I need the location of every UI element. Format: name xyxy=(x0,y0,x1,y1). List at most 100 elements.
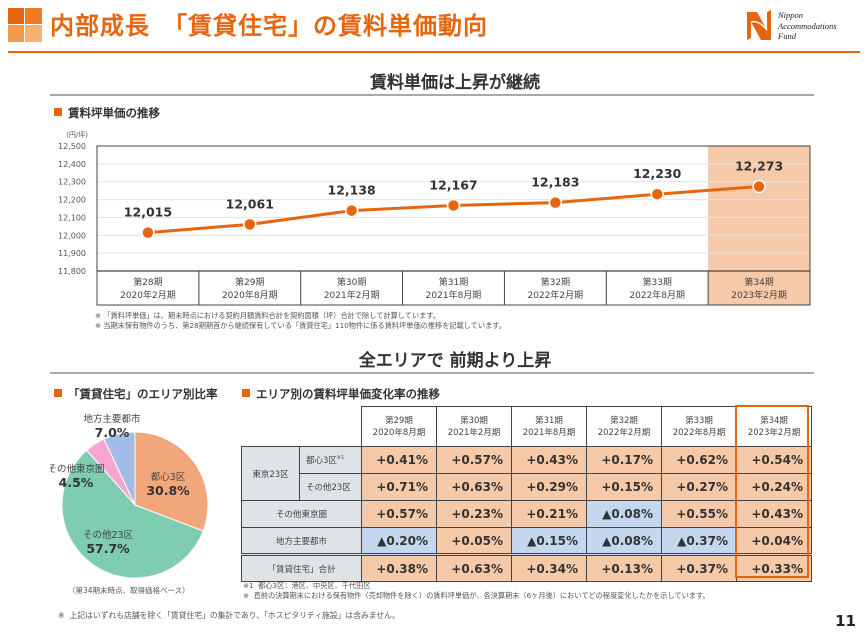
footer-note: ※ 上記はいずれも店舗を除く「賃貸住宅」の集計であり、「ホスピタリティ施設」は含… xyxy=(58,611,400,620)
rate-cell: +0.05% xyxy=(436,527,512,555)
x-tick-date: 2022年8月期 xyxy=(629,289,685,301)
header-logo-squares xyxy=(8,8,42,42)
pie-label-name: その他23区 xyxy=(83,529,134,541)
data-point xyxy=(446,198,461,213)
header-divider xyxy=(8,51,860,53)
section2-divider xyxy=(50,372,814,374)
rate-cell: +0.27% xyxy=(661,473,737,501)
table-corner xyxy=(241,406,362,447)
line-chart: 11,800 11,900 12,000 12,100 12,200 12,300 12,4… xyxy=(58,131,811,306)
data-label: 12,015 xyxy=(124,205,172,220)
y-tick-label: 12,500 xyxy=(58,142,86,151)
row-label-text: 地方主要都市 xyxy=(275,536,327,547)
chart-note-2: ※ 当期末保有物件のうち、第28期期首から継続保有している「賃貸住宅」110物件… xyxy=(95,321,506,330)
data-point xyxy=(650,187,664,201)
section1-divider xyxy=(50,94,814,96)
table-row: 地方主要都市 ▲0.20% +0.05% ▲0.15% ▲0.08% ▲0.37% +0.0… xyxy=(241,527,812,555)
rate-cell: +0.43% xyxy=(736,500,812,528)
row-label: その他23区 xyxy=(299,473,362,501)
page-number: 11 xyxy=(835,612,856,630)
rate-cell: ▲0.15% xyxy=(511,527,587,555)
rate-cell: +0.63% xyxy=(436,553,512,582)
data-label: 12,167 xyxy=(429,177,477,192)
y-tick-label: 12,000 xyxy=(58,231,86,240)
data-label: 12,230 xyxy=(633,166,682,181)
y-tick-label: 12,100 xyxy=(58,213,86,222)
rate-cell: +0.13% xyxy=(586,553,662,582)
row-label-text: 都心3区 xyxy=(306,456,337,466)
rate-cell: +0.57% xyxy=(436,446,512,474)
data-label: 12,138 xyxy=(328,183,376,198)
highlight-band xyxy=(708,146,810,305)
rate-cell: +0.43% xyxy=(511,446,587,474)
rate-cell: +0.54% xyxy=(736,446,812,474)
data-point xyxy=(752,179,766,194)
data-label: 12,061 xyxy=(226,196,274,211)
table-col-header: 第31期 2021年8月期 xyxy=(511,406,587,447)
rate-cell: +0.62% xyxy=(661,446,737,474)
table-col-header: 第33期 2022年8月期 xyxy=(661,406,737,447)
section1-subtitle-text: 賃料坪単価の推移 xyxy=(68,106,160,120)
data-point xyxy=(243,217,257,232)
x-tick-period: 第31期 xyxy=(439,276,468,288)
chart-note-1: ※ 「賃料坪単価」は、期末時点における契約月額賃料合計を契約面積（坪）合計で除し… xyxy=(95,311,440,320)
footnote-marker: ※1 xyxy=(336,455,345,462)
data-label: 12,183 xyxy=(531,175,579,190)
rate-cell: +0.38% xyxy=(361,553,437,582)
rate-cell: +0.63% xyxy=(436,473,512,501)
table-row: その他東京圏 +0.57% +0.23% +0.21% ▲0.08% +0.55% +0.4… xyxy=(241,500,812,528)
pie-label-value: 4.5% xyxy=(59,475,94,490)
x-tick-period: 第33期 xyxy=(642,276,671,288)
table-col-header-highlight: 第34期 2023年2月期 xyxy=(736,406,812,447)
row-label: 都心3区※1 xyxy=(299,446,362,474)
table-col-header: 第30期 2021年2月期 xyxy=(436,406,512,447)
rate-cell: +0.04% xyxy=(736,527,812,555)
bullet-square-icon xyxy=(242,389,250,397)
section1-headline: 賃料単価は上昇が継続 xyxy=(370,73,540,93)
x-tick-date: 2023年2月期 xyxy=(731,289,787,301)
y-tick-label: 12,300 xyxy=(58,178,86,187)
bullet-square-icon xyxy=(54,389,62,397)
row-group-label: 東京23区 xyxy=(241,446,300,501)
pie-label-name: 地方主要都市 xyxy=(83,413,141,425)
pie-label-value: 57.7% xyxy=(86,541,130,556)
table-row: 東京23区 都心3区※1 +0.41% +0.57% +0.43% +0.17% +0.62… xyxy=(241,446,812,501)
x-tick-date: 2022年2月期 xyxy=(528,289,584,301)
rate-cell: ▲0.20% xyxy=(361,527,437,555)
rate-cell: +0.71% xyxy=(361,473,437,501)
y-tick-label: 12,200 xyxy=(58,196,86,205)
table-header-row: 第29期 2020年8月期 第30期 2021年2月期 第31期 2021年8月期 第… xyxy=(241,406,812,447)
rate-cell: ▲0.08% xyxy=(586,527,662,555)
table-note-2: ※ 直前の決算期末における保有物件（売却物件を除く）の賃料坪単価が、各決算期末（… xyxy=(243,591,710,600)
x-tick-date: 2020年8月期 xyxy=(222,289,278,301)
rate-change-table: 第29期 2020年8月期 第30期 2021年2月期 第31期 2021年8月期 第… xyxy=(241,406,812,582)
x-tick-period: 第32期 xyxy=(541,276,570,288)
rate-cell: +0.29% xyxy=(511,473,587,501)
page-title: 内部成長 「賃貸住宅」の賃料単価動向 xyxy=(50,12,488,40)
rate-cell: ▲0.37% xyxy=(661,527,737,555)
section2-headline: 全エリアで 前期より上昇 xyxy=(358,351,552,371)
y-axis-unit: (円/坪) xyxy=(66,131,88,139)
x-tick-period: 第28期 xyxy=(133,276,162,288)
rate-cell: +0.23% xyxy=(436,500,512,528)
x-tick-period: 第34期 xyxy=(744,276,773,288)
pie-caption: （第34期末時点、取得価格ベース） xyxy=(68,586,190,595)
rate-cell: +0.17% xyxy=(586,446,662,474)
y-tick-label: 11,800 xyxy=(58,267,86,276)
fund-logo: Nippon Accommodations Fund xyxy=(745,8,855,44)
rate-cell: +0.21% xyxy=(511,500,587,528)
fund-logo-icon xyxy=(747,10,771,40)
table-col-header: 第32期 2022年2月期 xyxy=(586,406,662,447)
pie-slice xyxy=(134,431,209,532)
rate-cell: +0.33% xyxy=(736,553,812,582)
data-label: 12,273 xyxy=(735,159,783,174)
row-label: 地方主要都市 xyxy=(241,527,362,555)
data-point xyxy=(344,203,359,218)
rate-cell: +0.41% xyxy=(361,446,437,474)
bullet-square-icon xyxy=(54,108,62,116)
pie-label-name: 都心3区 xyxy=(151,472,186,483)
x-tick-date: 2021年8月期 xyxy=(426,289,482,301)
rate-cell: +0.34% xyxy=(511,553,587,582)
table-col-header: 第29期 2020年8月期 xyxy=(361,406,437,447)
